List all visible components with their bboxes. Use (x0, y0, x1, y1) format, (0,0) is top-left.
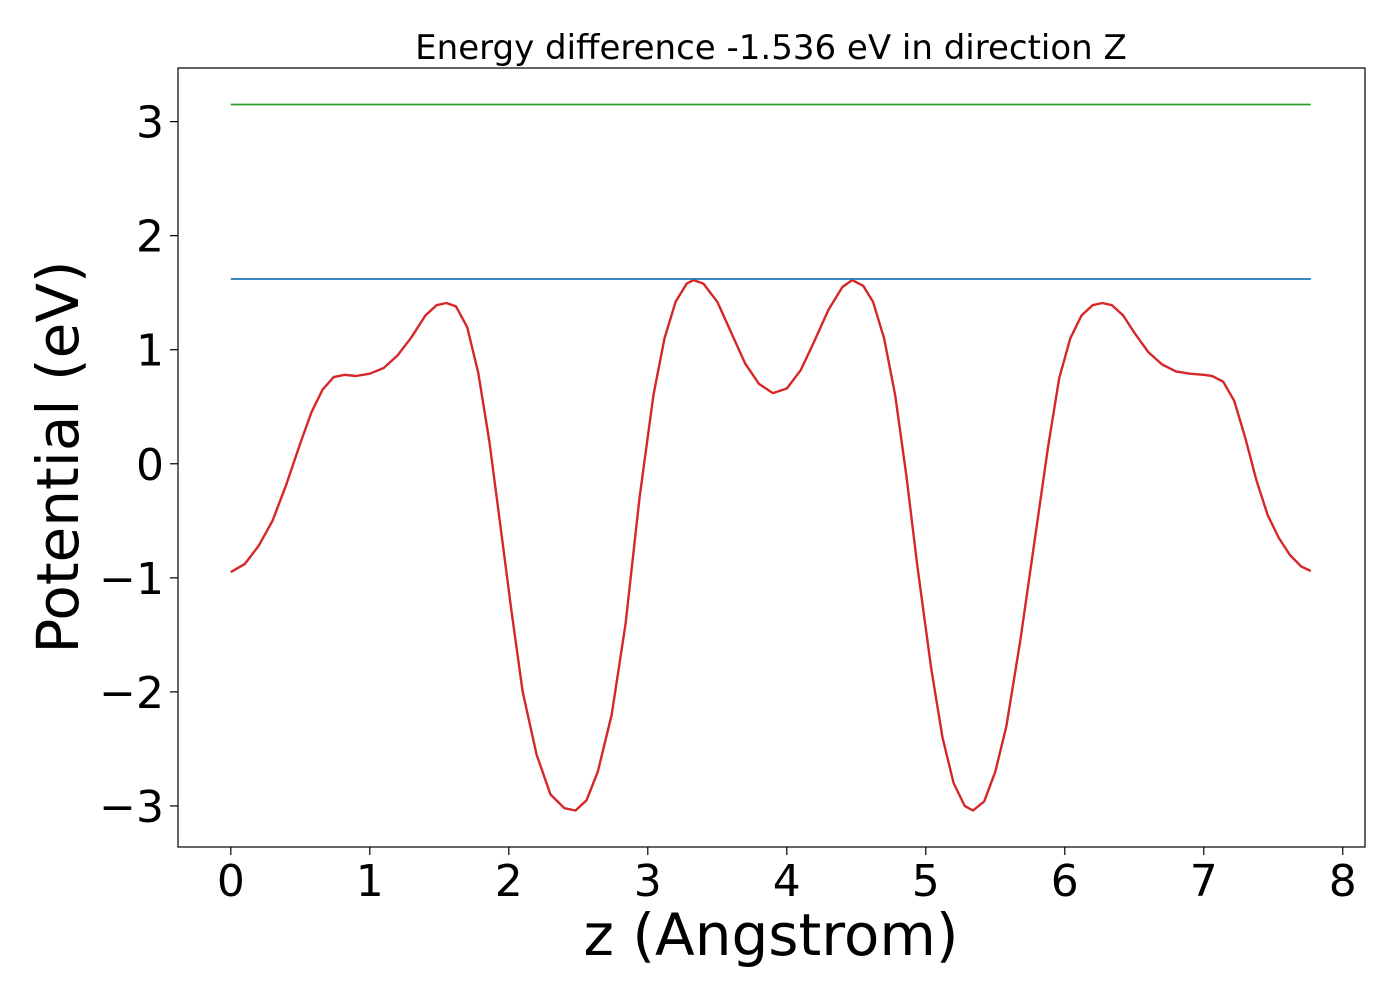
x-tick-label: 4 (773, 856, 801, 907)
x-tick-label: 2 (495, 856, 523, 907)
plot-frame (177, 67, 1366, 848)
y-axis-label: Potential (eV) (24, 260, 92, 653)
x-tick-label: 8 (1329, 856, 1357, 907)
x-axis-ticks: 0 1 2 3 4 5 6 7 8 (217, 847, 1357, 907)
y-tick-label: 2 (136, 212, 164, 263)
x-tick-label: 6 (1051, 856, 1079, 907)
y-tick-label: −3 (99, 782, 164, 833)
x-axis-label: z (Angstrom) (584, 901, 959, 969)
y-tick-label: 3 (136, 98, 164, 149)
x-tick-label: 0 (217, 856, 245, 907)
x-tick-label: 1 (356, 856, 384, 907)
chart-title: Energy difference -1.536 eV in direction… (415, 28, 1127, 68)
series-line-1 (230, 278, 1312, 812)
x-tick-label: 5 (912, 856, 940, 907)
x-tick-label: 3 (634, 856, 662, 907)
y-axis-ticks: −3 −2 −1 0 1 2 3 (99, 98, 178, 833)
y-tick-label: 0 (136, 440, 164, 491)
y-tick-label: 1 (136, 326, 164, 377)
y-tick-label: −1 (99, 554, 164, 605)
series-layer (230, 103, 1312, 812)
x-tick-label: 7 (1190, 856, 1218, 907)
y-tick-label: −2 (99, 668, 164, 719)
